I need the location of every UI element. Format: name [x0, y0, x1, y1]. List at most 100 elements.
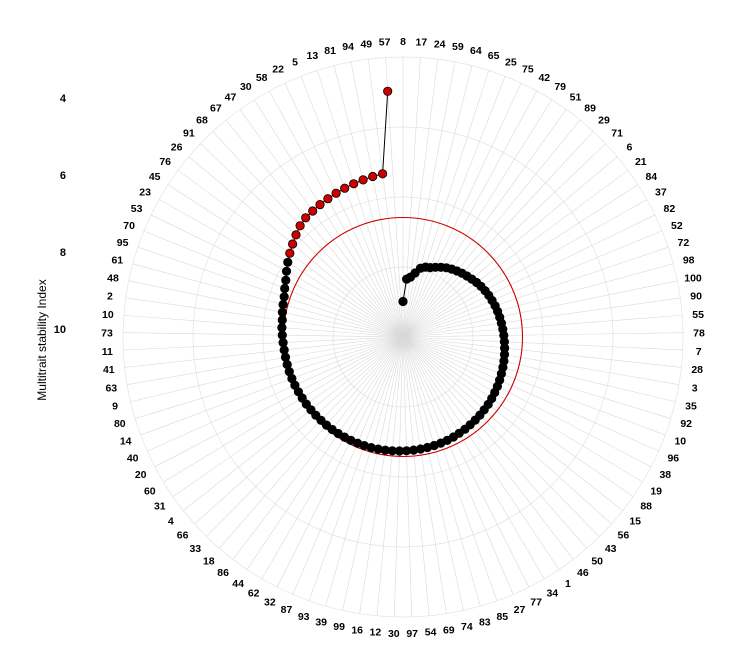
grid-spoke	[402, 336, 430, 616]
grid-spoke	[402, 336, 413, 617]
grid-spoke	[350, 61, 404, 338]
category-labels: 8 17 24 59 64 6525754279518929716218437825272…	[101, 36, 705, 640]
category-label: 7	[696, 346, 702, 358]
category-label: 30	[240, 81, 252, 93]
category-label: 71	[611, 128, 623, 140]
grid-spoke	[402, 336, 682, 368]
grid-spoke	[130, 336, 404, 403]
grid-spoke	[254, 99, 404, 338]
grid-spoke	[300, 76, 404, 338]
category-label: 93	[298, 611, 310, 623]
grid-spoke	[402, 336, 481, 607]
selected-genotype-point	[285, 248, 295, 258]
category-label: 44	[232, 578, 244, 590]
grid-spoke	[154, 336, 404, 468]
grid-spoke	[276, 336, 404, 588]
category-label: 61	[111, 255, 123, 267]
grid-spoke	[137, 246, 404, 338]
category-label: 60	[144, 485, 156, 497]
category-label: 92	[680, 418, 692, 430]
category-label: 37	[655, 187, 667, 199]
genotype-point	[277, 307, 287, 317]
genotype-point	[281, 266, 292, 276]
category-label: 94	[342, 41, 354, 53]
grid-spoke	[402, 156, 618, 338]
grid-spoke	[402, 61, 456, 338]
grid-spoke	[325, 336, 404, 607]
category-label: 73	[101, 327, 113, 339]
category-label: 78	[693, 327, 705, 339]
genotype-point	[278, 299, 288, 310]
grid-spoke	[402, 65, 473, 338]
selected-genotype-point	[287, 239, 298, 249]
grid-spoke	[292, 336, 404, 595]
grid-spoke	[206, 336, 404, 537]
grid-spoke	[402, 280, 678, 338]
grid-spoke	[402, 297, 681, 338]
grid-spoke	[402, 336, 666, 436]
grid-spoke	[402, 332, 683, 338]
category-label: 72	[678, 237, 690, 249]
selected-genotype-point	[349, 179, 359, 189]
category-label: 4	[168, 516, 174, 528]
grid-spoke	[132, 263, 404, 338]
category-label: 89	[584, 103, 596, 115]
category-label: 2	[107, 291, 113, 303]
grid-spoke	[123, 332, 404, 338]
genotype-point	[279, 292, 289, 302]
category-label: 10	[674, 436, 686, 448]
selected-genotype-point	[315, 200, 325, 210]
category-label: 21	[635, 156, 647, 168]
grid-spoke	[269, 90, 404, 338]
y-tick-label: 4	[60, 93, 67, 105]
y-axis: 4 6 8 10	[54, 93, 67, 336]
selected-genotype-point	[308, 206, 318, 216]
genotype-point	[281, 275, 291, 285]
grid-spoke	[163, 336, 404, 483]
category-label: 15	[629, 516, 641, 528]
grid-spoke	[367, 59, 404, 338]
grid-spoke	[402, 214, 656, 338]
category-label: 57	[379, 37, 391, 49]
category-label: 87	[281, 604, 293, 616]
grid-spoke	[225, 119, 404, 338]
selected-genotype-point	[383, 86, 393, 96]
category-label: 88	[640, 501, 652, 513]
category-label: 27	[514, 604, 526, 616]
category-label: 11	[102, 346, 113, 358]
category-label: 50	[591, 555, 603, 567]
genotype-point	[277, 322, 287, 333]
category-label: 86	[217, 567, 229, 579]
grid-spoke	[402, 336, 612, 525]
category-label: 14	[120, 436, 132, 448]
grid-spoke	[402, 336, 530, 588]
category-label: 75	[522, 64, 534, 76]
y-tick-label: 8	[60, 247, 66, 259]
category-label: 51	[570, 92, 582, 104]
grid-spoke	[200, 143, 404, 338]
genotype-point	[277, 315, 287, 325]
grid-spoke	[342, 336, 404, 611]
category-label: 96	[667, 453, 679, 465]
category-label: 10	[102, 309, 114, 321]
selected-genotype-point	[368, 171, 378, 182]
grid-spoke	[333, 65, 404, 338]
y-tick-label: 6	[60, 170, 66, 182]
grid-spoke	[140, 336, 404, 436]
category-label: 77	[530, 596, 542, 608]
category-label: 76	[159, 156, 171, 168]
grid-spoke	[219, 336, 404, 549]
category-label: 42	[538, 72, 550, 84]
grid-spoke	[402, 76, 506, 338]
category-label: 59	[452, 41, 464, 53]
category-label: 5	[292, 56, 298, 68]
grid-spoke	[402, 59, 439, 338]
grid-spoke	[402, 246, 669, 338]
grid-spoke	[402, 230, 663, 338]
selected-genotype-point	[301, 213, 311, 223]
grid-spoke	[124, 336, 404, 368]
grid-spoke	[402, 336, 671, 419]
category-label: 45	[149, 171, 161, 183]
category-label: 54	[425, 627, 437, 639]
genotype-point	[283, 257, 293, 267]
